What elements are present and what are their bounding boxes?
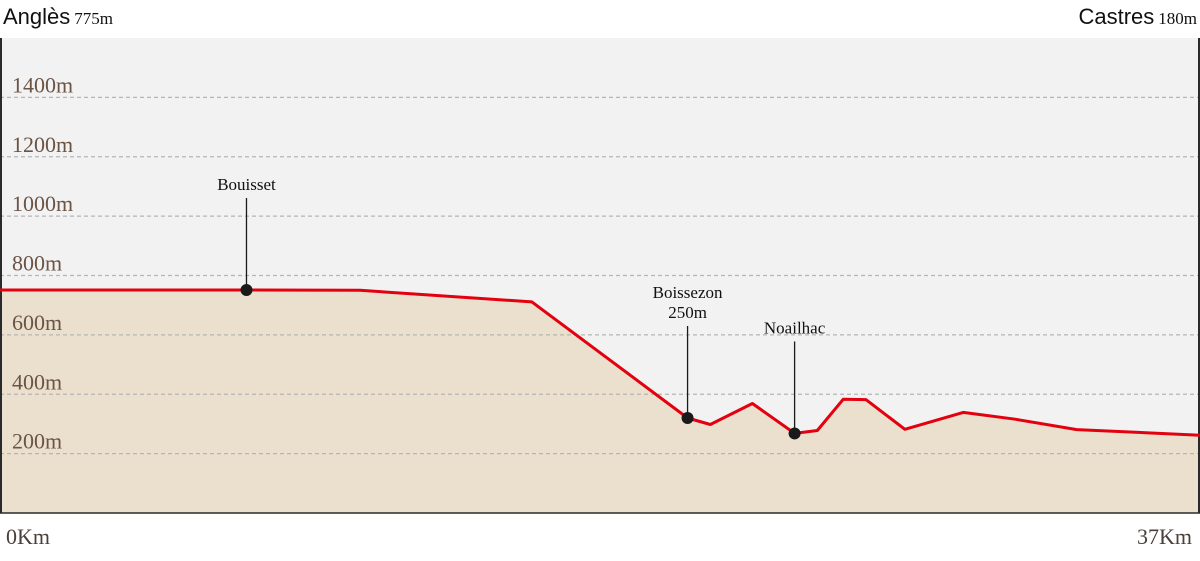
marker-label-2-line-2: 250m [668, 303, 707, 322]
marker-dot-1 [240, 284, 253, 297]
marker-label-2-line-1: Boissezon [653, 283, 723, 302]
end-altitude: 180m [1158, 9, 1197, 28]
x-axis-end-label: 37Km [1137, 524, 1192, 549]
elevation-line [0, 288, 1200, 437]
y-tick-label-1200: 1200m [12, 132, 73, 157]
y-tick-label-1000: 1000m [12, 191, 73, 216]
y-tick-label-200: 200m [12, 429, 62, 454]
marker-dot-3 [788, 427, 801, 440]
start-location: Anglès 775m [3, 4, 113, 30]
marker-label-1: Bouisset [217, 175, 276, 194]
start-altitude: 775m [74, 9, 114, 28]
y-tick-label-600: 600m [12, 310, 62, 335]
y-tick-label-800: 800m [12, 251, 62, 276]
end-name: Castres [1078, 4, 1155, 29]
y-tick-label-1400: 1400m [12, 72, 73, 97]
marker-label-3: Noailhac [764, 318, 826, 337]
marker-dot-2 [681, 412, 694, 424]
y-tick-label-400: 400m [12, 369, 62, 394]
start-name: Anglès [3, 4, 71, 29]
x-axis-start-label: 0Km [6, 524, 50, 549]
elevation-area [0, 290, 1200, 513]
end-location: Castres 180m [1078, 4, 1197, 30]
